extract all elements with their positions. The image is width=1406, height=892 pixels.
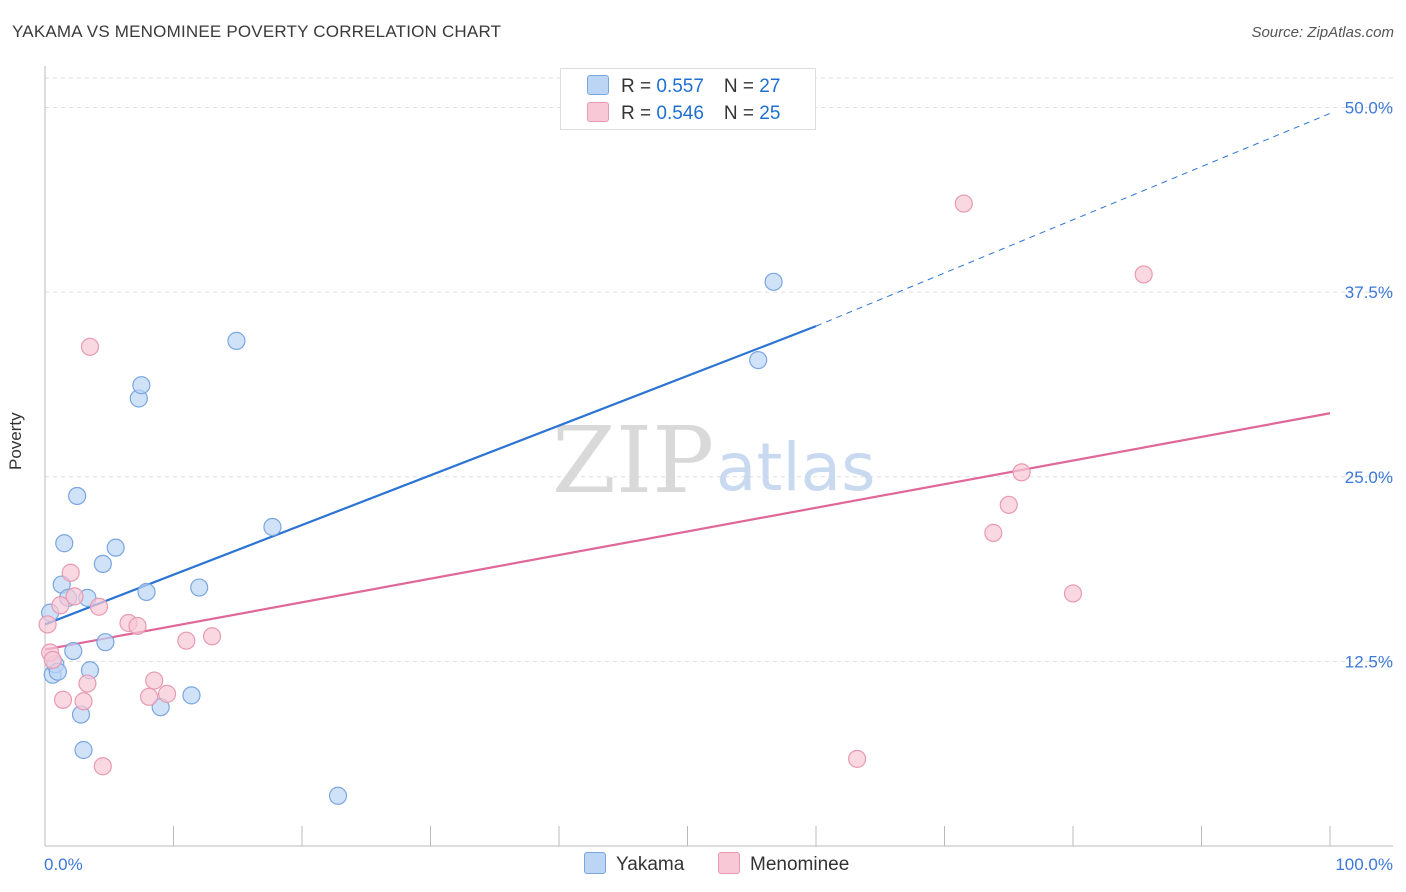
n-value: 25 (759, 103, 781, 124)
yakama-point (55, 534, 74, 553)
yakama-point (96, 633, 115, 652)
menominee-point (93, 757, 112, 776)
r-label: R = (621, 103, 657, 124)
menominee-point (89, 597, 109, 616)
source-label: Source: ZipAtlas.com (1251, 24, 1394, 41)
watermark-atlas: atlas (716, 429, 876, 506)
yakama-point (64, 641, 83, 661)
yakama-point (764, 272, 783, 291)
trend-lines (44, 112, 1331, 651)
menominee-point (177, 631, 196, 650)
n-label: N = (723, 103, 760, 124)
menominee-point (139, 687, 159, 706)
menominee-swatch (718, 852, 740, 874)
gridlines (45, 77, 1393, 662)
legend-item-yakama[interactable]: Yakama (584, 852, 684, 876)
series-legend: Yakama Menominee (0, 852, 1406, 878)
menominee-point (1012, 463, 1031, 482)
menominee-point (74, 692, 93, 711)
menominee-trend-line (44, 412, 1331, 651)
menominee-point (157, 684, 177, 703)
y-tick-label: 12.5% (1345, 652, 1393, 671)
yakama-point (263, 517, 282, 537)
r-label: R = (621, 76, 657, 97)
legend-row-yakama: R = 0.557 N = 27 (587, 75, 780, 99)
r-value: 0.557 (656, 76, 704, 97)
watermark-zip: ZIP (552, 407, 714, 514)
menominee-point (51, 596, 70, 615)
menominee-point (38, 615, 57, 634)
menominee-point (128, 616, 147, 636)
menominee-point (145, 671, 164, 690)
yakama-point (749, 350, 768, 370)
x-tick-label: 100.0% (1335, 855, 1393, 874)
yakama-point (132, 376, 151, 395)
yakama-point (93, 554, 112, 574)
chart-title: YAKAMA VS MENOMINEE POVERTY CORRELATION … (12, 22, 502, 41)
yakama-point (182, 686, 201, 705)
yakama-point (74, 740, 93, 760)
yakama-point (106, 538, 125, 557)
menominee-point (954, 194, 973, 213)
n-label: N = (723, 76, 760, 97)
yakama-point (227, 331, 246, 350)
tick-labels: 12.5% 25.0% 37.5% 50.0% 0.0% 100.0% (44, 99, 1393, 874)
menominee-swatch (587, 102, 609, 122)
y-tick-label: 25.0% (1345, 468, 1393, 487)
menominee-point (848, 749, 867, 768)
legend-label-yakama: Yakama (616, 854, 685, 875)
yakama-trend-line (44, 325, 817, 626)
r-value: 0.546 (656, 103, 704, 124)
watermark: ZIP atlas (552, 407, 876, 514)
menominee-point (53, 690, 73, 709)
menominee-point (65, 587, 84, 606)
n-value: 27 (759, 76, 781, 97)
yakama-swatch (584, 852, 606, 874)
x-tick-label: 0.0% (44, 855, 83, 874)
menominee-point (1063, 584, 1083, 603)
menominee-point (202, 627, 222, 646)
menominee-point (61, 563, 80, 582)
menominee-point (999, 495, 1018, 514)
menominee-point (80, 337, 100, 356)
menominee-point (1134, 265, 1153, 284)
y-tick-label: 37.5% (1345, 283, 1393, 302)
menominee-point (78, 674, 97, 693)
yakama-point (328, 786, 348, 805)
yakama-point (190, 578, 209, 597)
axes (44, 66, 1393, 847)
y-tick-label: 50.0% (1345, 99, 1393, 118)
menominee-point (984, 523, 1003, 542)
data-points (38, 194, 1153, 805)
legend-item-menominee[interactable]: Menominee (718, 852, 849, 876)
yakama-point (68, 486, 87, 506)
yakama-trend-extension (815, 112, 1331, 327)
legend-label-menominee: Menominee (750, 854, 850, 875)
yakama-swatch (587, 75, 609, 95)
menominee-point (43, 650, 62, 670)
legend-row-menominee: R = 0.546 N = 25 (587, 102, 780, 126)
correlation-legend: R = 0.557 N = 27 R = 0.546 N = 25 (560, 68, 816, 130)
yakama-point (137, 582, 156, 602)
